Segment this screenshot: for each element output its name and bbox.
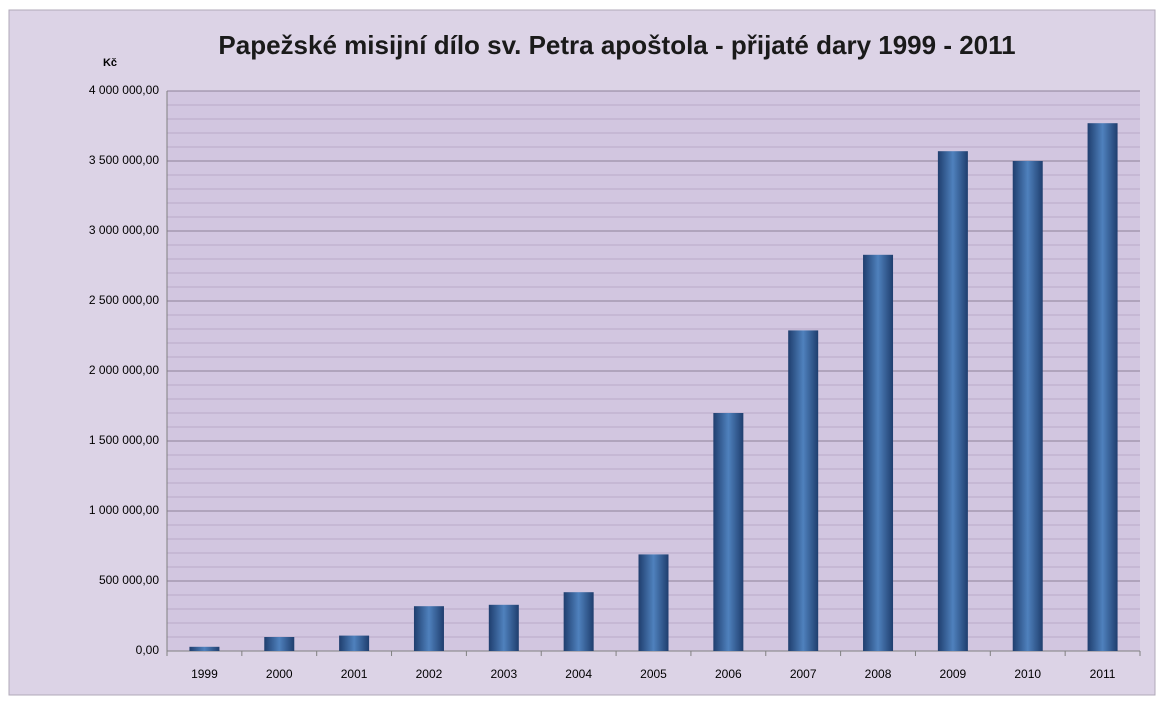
y-axis-label: Kč — [103, 57, 117, 69]
bar — [638, 554, 669, 651]
bar — [1087, 123, 1118, 651]
y-tick-label: 500 000,00 — [99, 573, 159, 587]
chart-title: Papežské misijní dílo sv. Petra apoštola… — [218, 30, 1015, 60]
y-tick-label: 3 000 000,00 — [89, 223, 159, 237]
bar — [937, 151, 968, 651]
y-tick-label: 0,00 — [136, 643, 160, 657]
y-tick-label: 1 000 000,00 — [89, 503, 159, 517]
x-tick-label: 2005 — [640, 667, 667, 681]
x-tick-label: 2000 — [266, 667, 293, 681]
x-tick-label: 2007 — [790, 667, 817, 681]
y-tick-label: 4 000 000,00 — [89, 83, 159, 97]
x-tick-label: 2006 — [715, 667, 742, 681]
x-tick-label: 2011 — [1090, 667, 1116, 681]
bar — [189, 646, 220, 651]
bar — [863, 254, 894, 652]
x-tick-label: 2008 — [865, 667, 892, 681]
x-tick-label: 2003 — [490, 667, 517, 681]
y-tick-label: 2 500 000,00 — [89, 293, 159, 307]
y-tick-label: 3 500 000,00 — [89, 153, 159, 167]
bar — [339, 635, 370, 651]
bar — [264, 637, 295, 651]
bar — [563, 592, 594, 651]
x-tick-label: 2010 — [1014, 667, 1041, 681]
bar — [488, 604, 519, 651]
bar — [1012, 161, 1043, 651]
x-tick-label: 2001 — [341, 667, 368, 681]
x-tick-label: 2002 — [416, 667, 443, 681]
x-tick-label: 2009 — [940, 667, 967, 681]
x-tick-label: 1999 — [191, 667, 218, 681]
bar — [713, 413, 744, 651]
y-tick-label: 1 500 000,00 — [89, 433, 159, 447]
x-tick-label: 2004 — [565, 667, 592, 681]
bar — [413, 606, 444, 651]
y-tick-label: 2 000 000,00 — [89, 363, 159, 377]
bar — [788, 330, 819, 651]
